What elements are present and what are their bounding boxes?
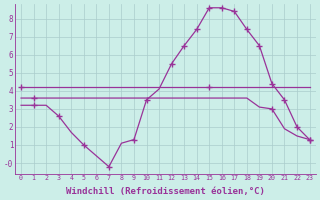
X-axis label: Windchill (Refroidissement éolien,°C): Windchill (Refroidissement éolien,°C): [66, 187, 265, 196]
